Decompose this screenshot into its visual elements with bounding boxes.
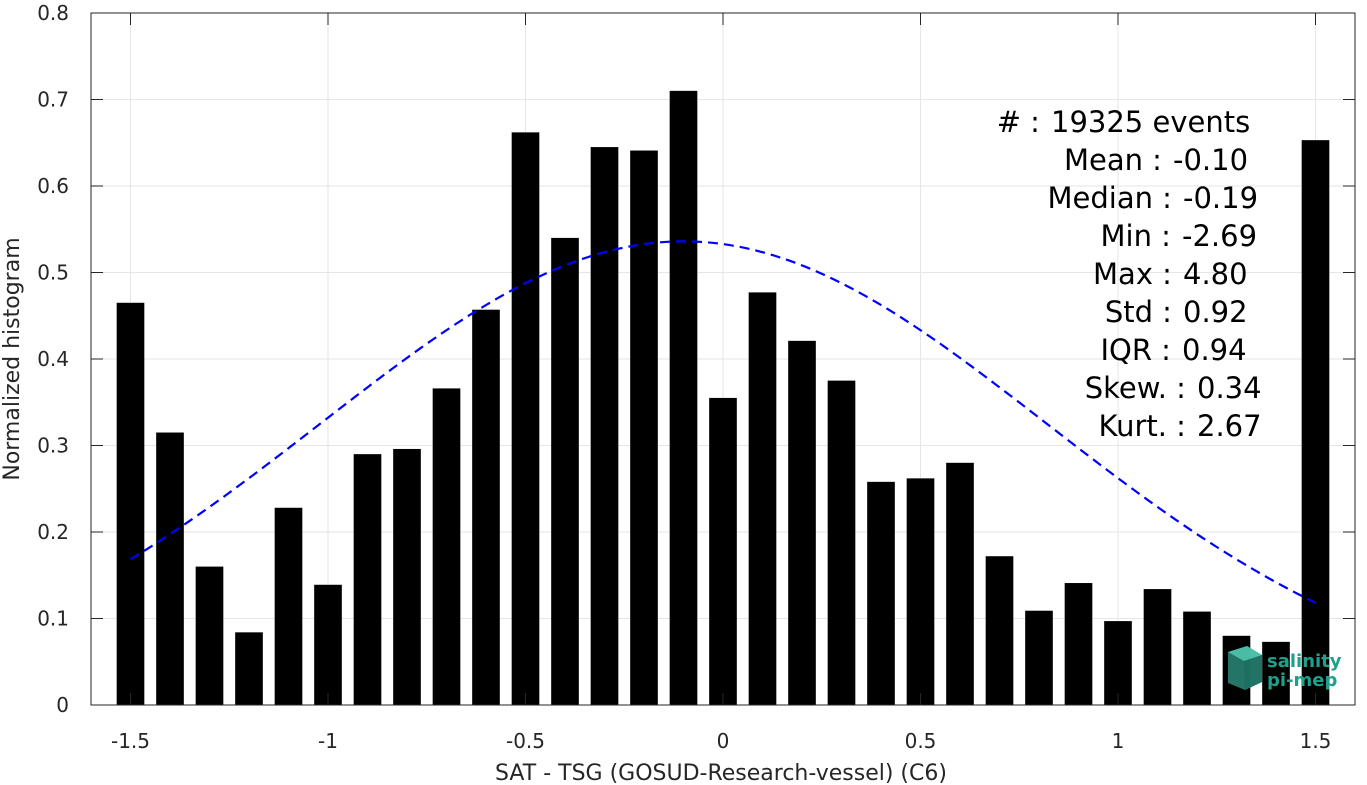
histogram-bar [788,340,816,705]
histogram-bar [630,150,658,705]
histogram-bar [748,292,777,705]
stat-label: Min [1101,219,1152,253]
histogram-bar [156,432,184,705]
stat-line: Mean: -0.10 [1064,143,1248,177]
histogram-bar [709,397,737,705]
y-tick-label: 0.4 [37,347,69,371]
stat-separator: : [1176,371,1186,405]
x-tick-label: -1.5 [111,729,150,753]
histogram-bar [195,566,224,705]
histogram-bar [511,132,540,705]
stat-line: IQR:0.94 [1100,333,1246,367]
histogram-bar [906,478,935,705]
histogram-bar [1301,140,1330,705]
stat-value: -0.19 [1183,181,1258,215]
histogram-bar [1143,589,1172,705]
stat-value: 19325 events [1051,105,1250,139]
stat-value: -2.69 [1182,219,1257,253]
histogram-bar [827,380,856,705]
x-tick-label: 0.5 [905,729,937,753]
histogram-bar [1262,641,1290,705]
x-tick-label: 0 [717,729,730,753]
salinity-pimep-logo: salinity pi-mep [1228,646,1342,691]
x-tick-label: -0.5 [506,729,545,753]
stat-label: # [997,105,1021,139]
stat-value: 4.80 [1183,257,1248,291]
logo-line2: pi-mep [1267,670,1337,691]
x-tick-label: 1.5 [1300,729,1332,753]
stat-line: Skew.:0.34 [1085,371,1262,405]
histogram-bar [472,309,500,705]
histogram-bar [669,90,698,706]
histogram-bar [116,302,145,705]
y-tick-label: 0.1 [37,607,69,631]
x-axis-ticks: -1.5 -1 -0.5 0 0.5 1 1.5 [111,13,1331,753]
stat-line: Max:4.80 [1093,257,1248,291]
y-tick-label: 0.6 [37,174,69,198]
stat-value: 0.94 [1182,333,1247,367]
stat-value: -0.10 [1173,143,1248,177]
stat-separator: : [1162,257,1172,291]
y-tick-label: 0.2 [37,520,69,544]
stat-line: Median: -0.19 [1048,181,1259,215]
logo-line1: salinity [1267,651,1342,672]
stat-label: Std [1105,295,1153,329]
stat-line: Std:0.92 [1105,295,1248,329]
y-axis-label: Normalized histogram [0,237,25,480]
histogram-bar [1064,583,1093,705]
stat-value: 0.92 [1183,295,1248,329]
y-tick-label: 0.3 [37,434,69,458]
stat-label: Kurt. [1099,409,1167,443]
histogram-bar [235,632,263,705]
stat-value: 0.34 [1197,371,1262,405]
histogram-bar [1104,621,1132,705]
histogram-bar [946,462,974,705]
stat-separator: : [1176,409,1186,443]
histogram-bar [393,448,421,705]
stat-label: Mean [1064,143,1143,177]
stat-separator: : [1162,181,1172,215]
y-tick-label: 0.8 [37,1,69,25]
gaussian-fit-curve [129,240,1316,604]
histogram-bar [985,556,1014,705]
histogram-bar [314,584,342,705]
stat-label: Max [1093,257,1153,291]
stat-line: Min: -2.69 [1101,219,1258,253]
stat-label: IQR [1100,333,1152,367]
histogram-bar [590,147,619,705]
x-axis-label: SAT - TSG (GOSUD-Research-vessel) (C6) [495,761,947,785]
stat-separator: : [1161,333,1171,367]
histogram-bar [1183,611,1211,705]
x-tick-label: 1 [1112,729,1125,753]
y-tick-label: 0.7 [37,88,69,112]
y-tick-label: 0 [56,693,69,717]
histogram-bar [1025,610,1053,705]
stat-separator: : [1161,219,1171,253]
stat-separator: : [1152,143,1162,177]
stat-label: Skew. [1085,371,1167,405]
histogram-bar [867,481,895,705]
x-tick-label: -1 [318,729,338,753]
histogram-bar [274,507,303,705]
histogram-bar [551,237,579,705]
stat-separator: : [1162,295,1172,329]
stat-line: #:19325 events [997,105,1251,139]
stat-value: 2.67 [1197,409,1262,443]
histogram-bar [353,454,382,705]
stat-label: Median [1048,181,1153,215]
stat-line: Kurt.:2.67 [1099,409,1262,443]
stat-separator: : [1030,105,1040,139]
logo-cube-icon [1228,646,1262,690]
y-axis-ticks: 0 0.1 0.2 0.3 0.4 0.5 0.6 0.7 0.8 [37,1,1355,717]
y-tick-label: 0.5 [37,261,69,285]
histogram-bar [432,388,461,705]
